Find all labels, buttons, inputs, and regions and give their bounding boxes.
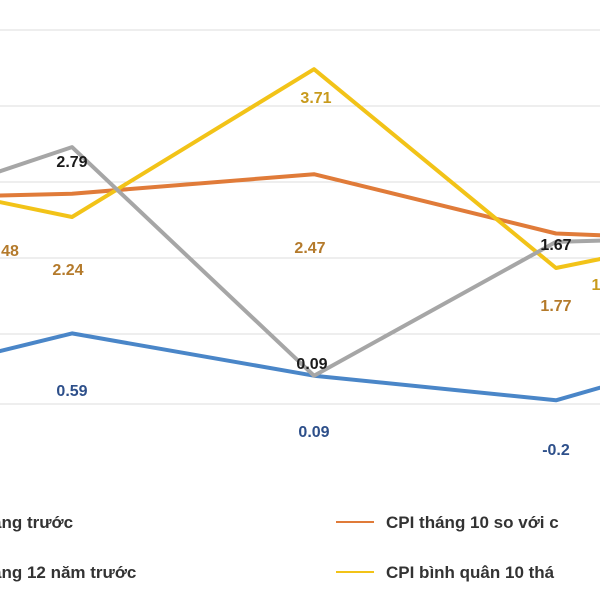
data-label-s0-p3: -0.2 — [542, 442, 570, 459]
data-label-s2-p0: 48 — [1, 243, 19, 260]
data-label-s2-p3: 1.77 — [540, 298, 571, 315]
data-label-s3-p2: 3.71 — [300, 90, 331, 107]
data-label-s0-p1: 0.59 — [56, 383, 87, 400]
data-label-s3-p3: 1 — [592, 277, 600, 294]
data-label-s1-p3: 1.67 — [540, 237, 571, 254]
data-label-s0-p2: 0.09 — [298, 424, 329, 441]
data-label-s1-p2: 0.09 — [296, 356, 327, 373]
series-line-1 — [0, 145, 600, 378]
series-line-3 — [0, 67, 600, 270]
legend-label-1: CPI tháng 10 so với c — [386, 513, 559, 532]
data-label-s2-p1: 2.24 — [52, 262, 83, 279]
series-line-2 — [0, 172, 600, 238]
legend-label-0: ang trước — [0, 513, 73, 532]
gridlines — [0, 29, 600, 405]
data-label-s2-p2: 2.47 — [294, 240, 325, 257]
data-label-s1-p1: 2.79 — [56, 154, 87, 171]
legend-label-2: ang 12 năm trước — [0, 563, 136, 582]
series-lines — [0, 67, 600, 403]
data-labels: 0.59 0.09 -0.2 2.79 0.09 1.67 48 2.24 2.47 1.77 3.… — [1, 90, 600, 459]
legend: ang trước CPI tháng 10 so với c ang 12 năm… — [0, 513, 559, 582]
legend-label-3: CPI bình quân 10 thá — [386, 563, 555, 582]
